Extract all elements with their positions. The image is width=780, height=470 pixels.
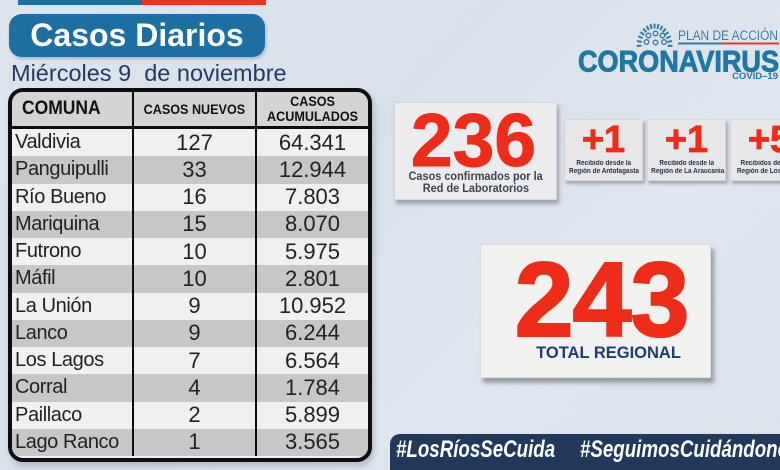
svg-text:COVID–19: COVID–19 — [732, 71, 778, 82]
svg-text:CORONAVIRUS: CORONAVIRUS — [578, 46, 779, 79]
svg-text:PLAN DE ACCIÓN: PLAN DE ACCIÓN — [678, 28, 778, 43]
